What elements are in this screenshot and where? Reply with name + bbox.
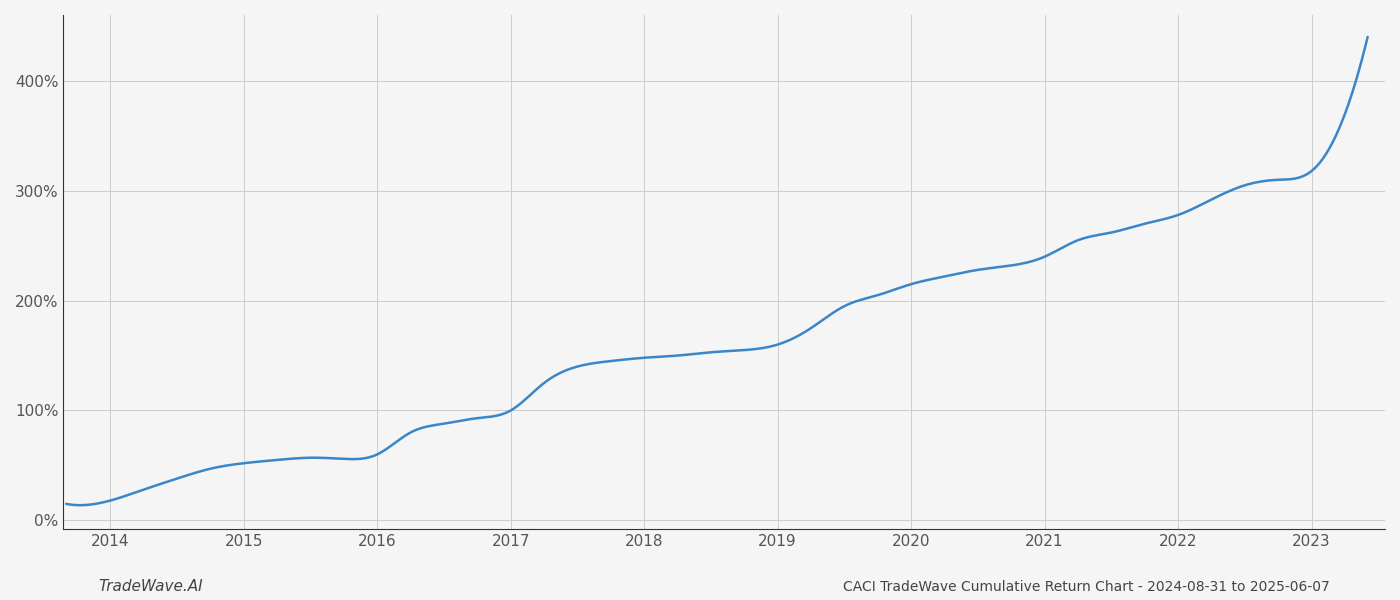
Text: CACI TradeWave Cumulative Return Chart - 2024-08-31 to 2025-06-07: CACI TradeWave Cumulative Return Chart -… <box>843 580 1330 594</box>
Text: TradeWave.AI: TradeWave.AI <box>98 579 203 594</box>
